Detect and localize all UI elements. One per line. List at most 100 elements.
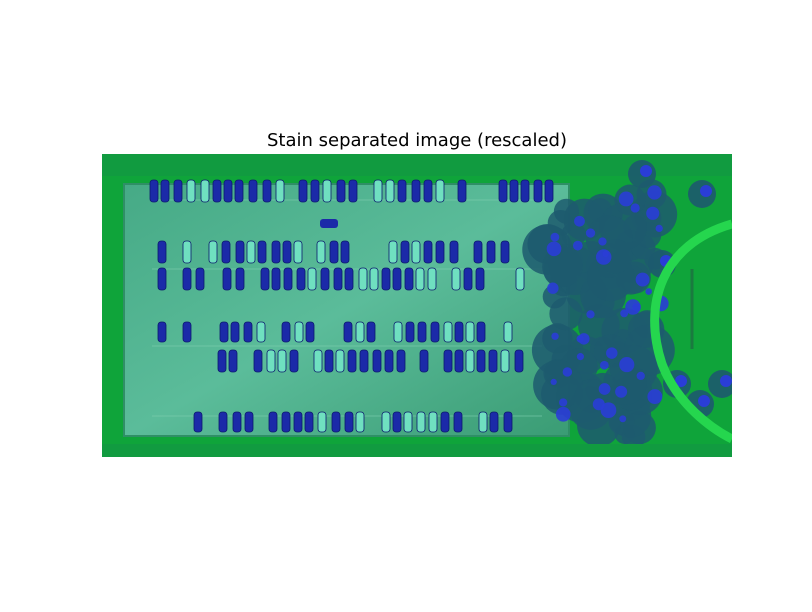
car	[373, 179, 383, 203]
tree-highlight	[615, 385, 628, 398]
car	[282, 240, 292, 264]
figure-title: Stain separated image (rescaled)	[267, 130, 567, 151]
car	[268, 411, 278, 433]
tree-highlight	[585, 228, 596, 238]
car	[305, 321, 315, 343]
tree-highlight	[576, 335, 584, 343]
car	[381, 267, 391, 291]
tree-highlight	[698, 395, 710, 407]
car	[388, 240, 398, 264]
car	[384, 349, 394, 373]
car	[217, 349, 227, 373]
tree-highlight	[646, 206, 660, 220]
car	[313, 349, 323, 373]
car	[253, 349, 263, 373]
tree-highlight	[647, 389, 663, 405]
car	[417, 321, 427, 343]
car	[503, 321, 513, 343]
car	[430, 321, 440, 343]
car	[333, 267, 343, 291]
car	[392, 267, 402, 291]
tree-highlight	[620, 309, 629, 318]
tree-highlight	[572, 240, 583, 251]
car	[281, 321, 291, 343]
car	[419, 349, 429, 373]
car	[182, 267, 192, 291]
car	[296, 267, 306, 291]
parked-cars	[104, 179, 554, 457]
car	[544, 179, 554, 203]
car	[397, 179, 407, 203]
car	[294, 321, 304, 343]
car	[157, 267, 167, 291]
tree-highlight	[599, 360, 609, 370]
car	[212, 179, 222, 203]
car	[157, 240, 167, 264]
car	[219, 321, 229, 343]
car	[182, 240, 192, 264]
car	[248, 179, 258, 203]
car	[149, 179, 159, 203]
car	[509, 179, 519, 203]
tree-highlight	[645, 288, 653, 295]
tree-highlight	[546, 241, 562, 257]
car	[440, 411, 450, 433]
car	[411, 179, 421, 203]
tree-highlight	[559, 398, 568, 407]
car	[396, 349, 406, 373]
tree	[549, 297, 583, 331]
tree-highlight	[606, 347, 618, 359]
car	[486, 240, 496, 264]
car	[218, 411, 228, 433]
tree	[598, 239, 633, 274]
car	[457, 179, 467, 203]
car	[476, 349, 486, 373]
car	[275, 179, 285, 203]
tree-highlight	[547, 282, 559, 294]
car	[454, 321, 464, 343]
car	[392, 411, 402, 433]
car	[372, 349, 382, 373]
tree-highlight	[675, 375, 687, 387]
car	[369, 267, 379, 291]
car	[266, 349, 276, 373]
tree-highlight	[700, 185, 712, 197]
grass-strip-top	[102, 154, 732, 176]
car	[200, 179, 210, 203]
car	[244, 411, 254, 433]
tree-highlight	[576, 353, 584, 361]
car	[340, 240, 350, 264]
car	[515, 267, 525, 291]
car	[366, 321, 376, 343]
car	[476, 321, 486, 343]
car	[310, 179, 320, 203]
car	[503, 411, 513, 433]
car	[193, 411, 203, 433]
car	[463, 267, 473, 291]
car	[423, 179, 433, 203]
car	[160, 179, 170, 203]
car	[453, 411, 463, 433]
car	[405, 321, 415, 343]
car	[257, 240, 267, 264]
car	[186, 179, 196, 203]
tree-highlight	[555, 406, 571, 422]
tree-highlight	[630, 203, 640, 213]
tree	[533, 360, 583, 410]
car	[343, 321, 353, 343]
stain-image-canvas	[102, 154, 732, 457]
car	[411, 240, 421, 264]
car	[271, 240, 281, 264]
car	[478, 411, 488, 433]
car	[344, 267, 354, 291]
car	[335, 349, 345, 373]
curved-path	[650, 219, 732, 444]
car	[465, 321, 475, 343]
car	[500, 349, 510, 373]
car	[223, 179, 233, 203]
car	[324, 349, 334, 373]
tree-highlight	[635, 272, 650, 287]
car	[228, 349, 238, 373]
car	[500, 240, 510, 264]
tree-canopy	[522, 160, 732, 449]
